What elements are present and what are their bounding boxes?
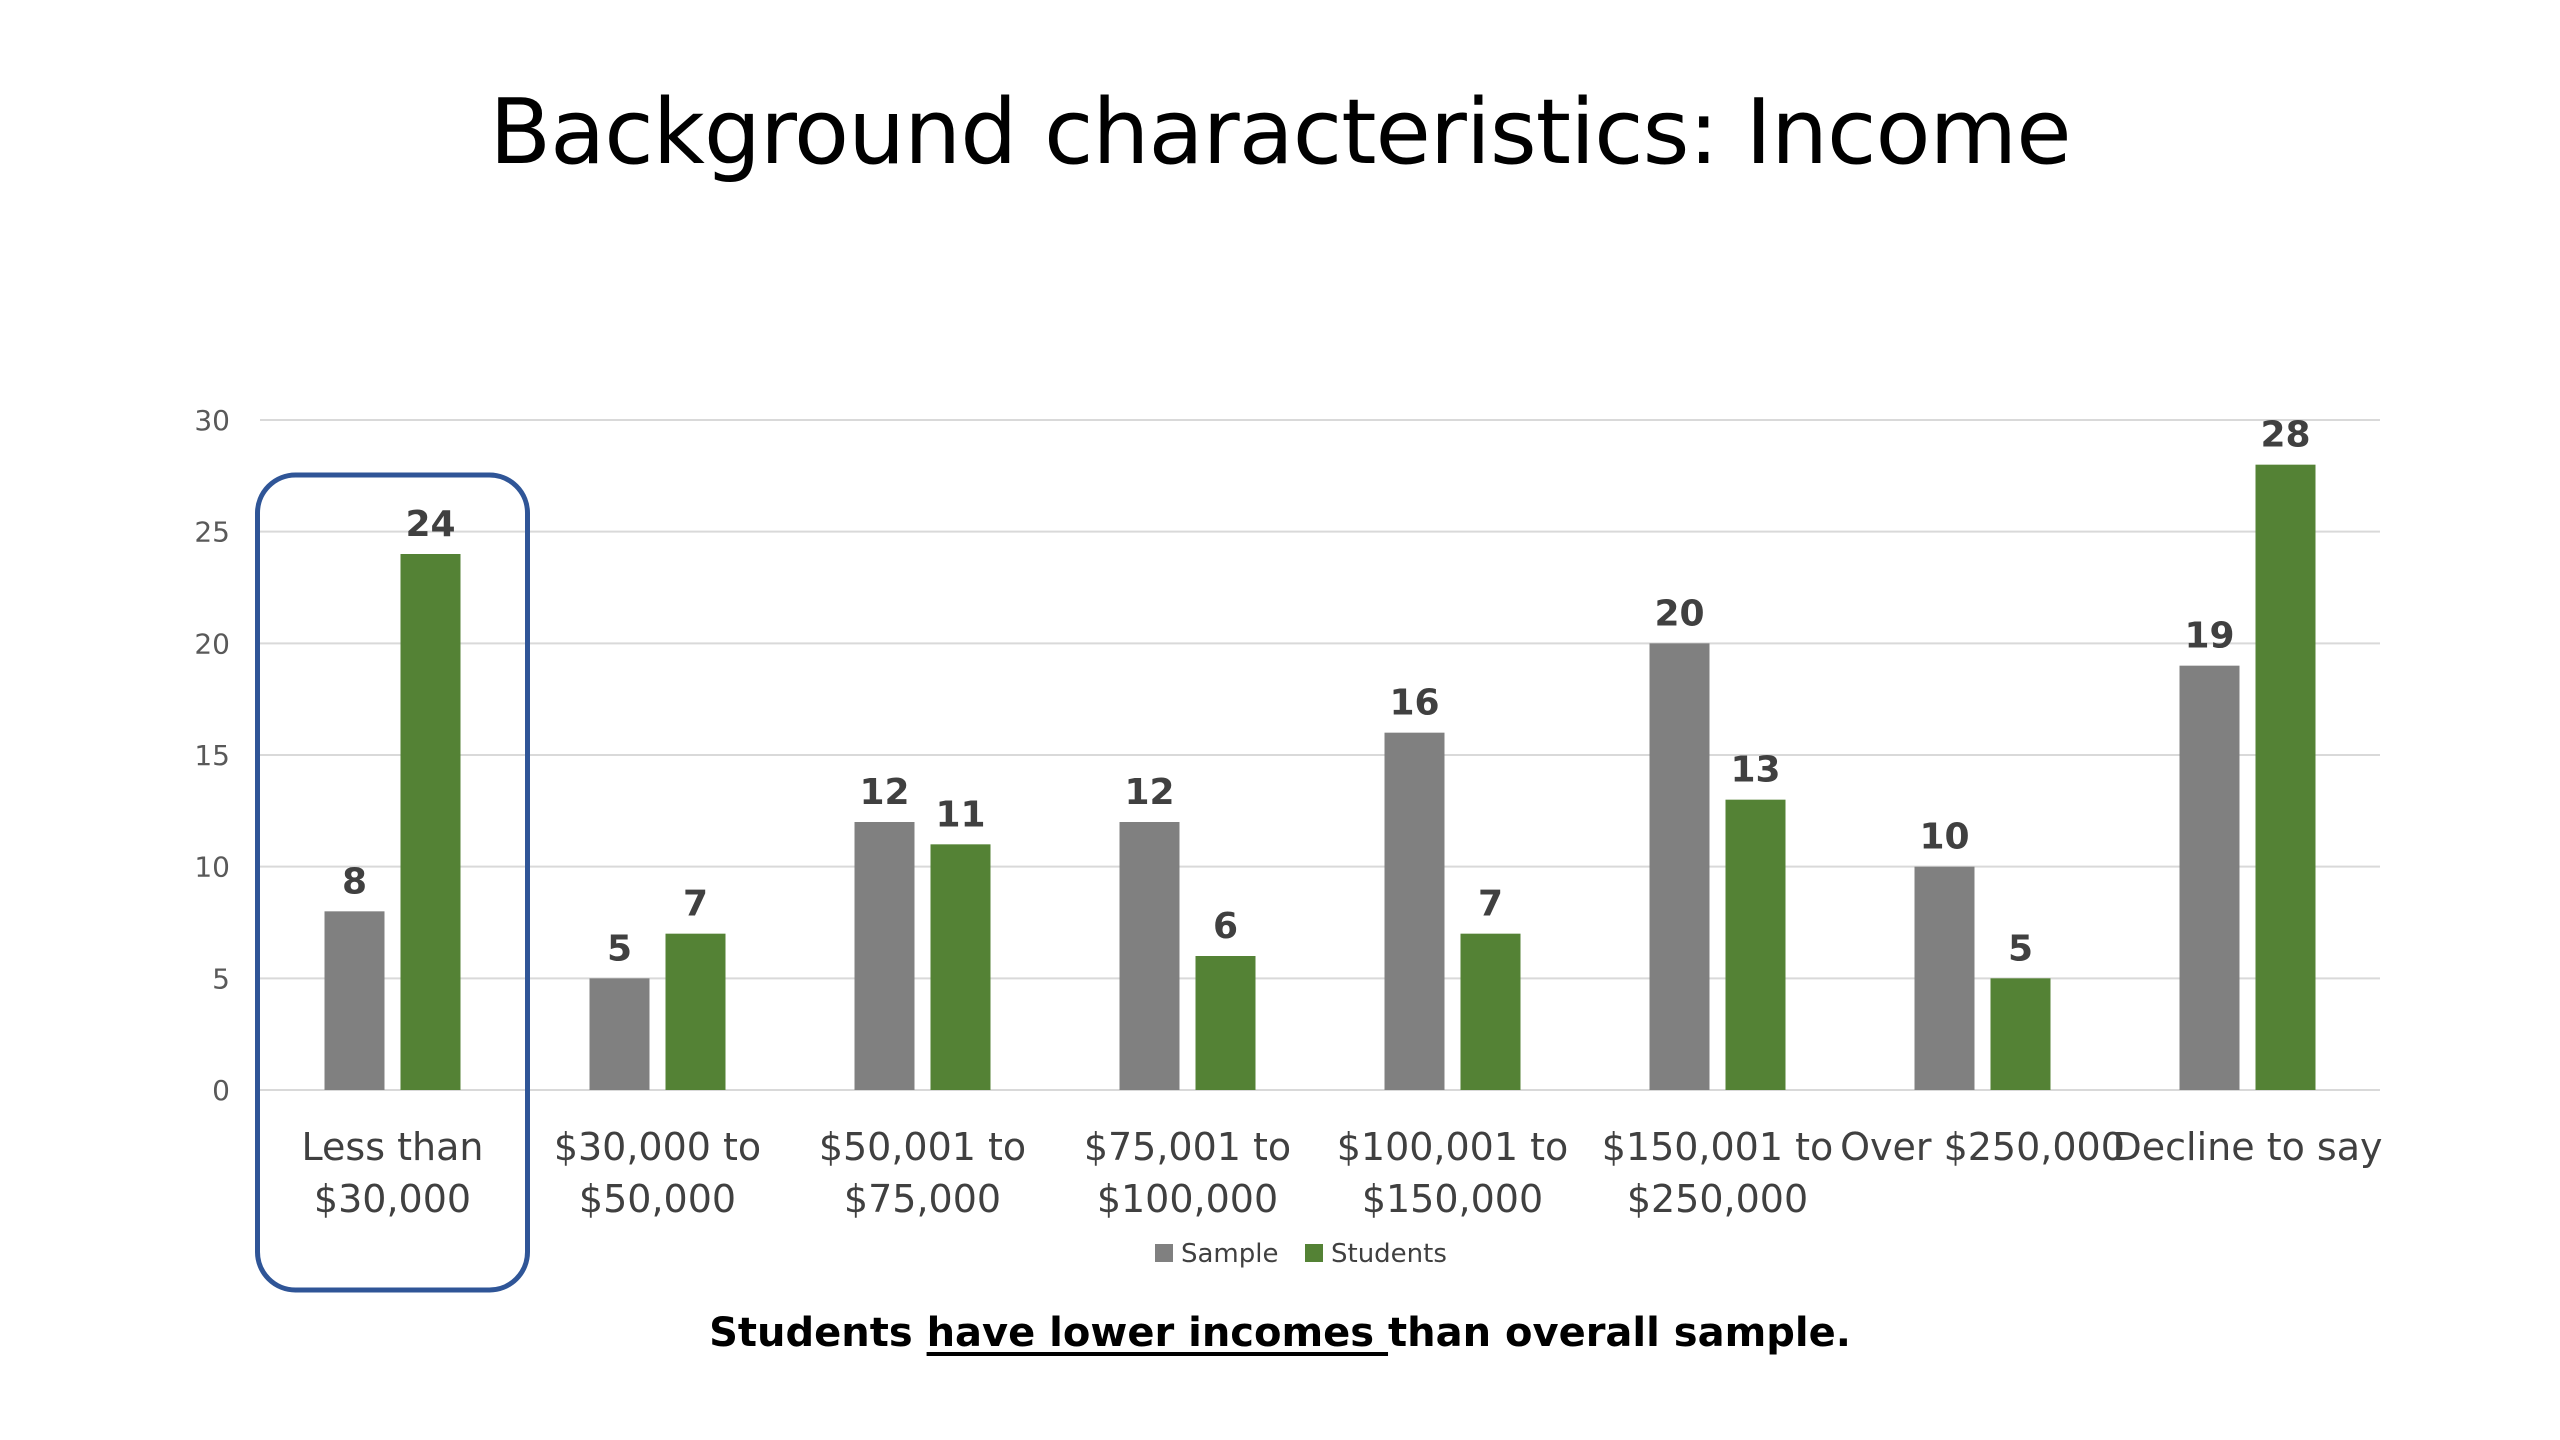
bar-sample: [1384, 732, 1445, 1090]
data-label-students: 5: [2008, 928, 2033, 969]
bar-students: [2255, 464, 2316, 1091]
y-tick-label: 15: [194, 739, 230, 772]
bar-sample: [589, 978, 650, 1090]
category-label: $250,000: [1627, 1177, 1808, 1221]
legend-label-students: Students: [1331, 1239, 1447, 1269]
bar-students: [1990, 978, 2051, 1090]
highlight-rectangle: [255, 472, 530, 1293]
bars: [324, 464, 2316, 1091]
data-label-students: 7: [1478, 884, 1503, 925]
legend-swatch-students: [1305, 1244, 1323, 1262]
data-label-sample: 12: [859, 772, 909, 813]
category-label: $75,001 to: [1084, 1125, 1291, 1169]
data-label-students: 11: [935, 794, 985, 835]
bar-sample: [324, 911, 385, 1090]
caption-underlined: have lower incomes: [926, 1310, 1389, 1356]
data-label-sample: 12: [1124, 772, 1174, 813]
data-label-students: 13: [1730, 750, 1780, 791]
data-label-students: 7: [683, 884, 708, 925]
slide-caption: Students have lower incomes than overall…: [0, 1310, 2560, 1356]
category-label: Less than: [302, 1125, 484, 1169]
data-labels: 8 24 5 7 12 11 12 6 16 7 20 13 10 5 19 28: [342, 415, 2311, 970]
y-tick-label: 5: [212, 962, 230, 995]
caption-tail: than overall sample.: [1388, 1310, 1851, 1356]
category-label: $30,000 to: [554, 1125, 761, 1169]
legend-swatch-sample: [1155, 1244, 1173, 1262]
y-tick-label: 10: [194, 851, 230, 884]
bar-students: [930, 844, 991, 1090]
y-tick-label: 30: [194, 404, 230, 437]
category-label: Decline to say: [2113, 1125, 2383, 1169]
gridlines: [260, 419, 2380, 1091]
data-label-sample: 19: [2184, 616, 2234, 657]
y-tick-label: 25: [194, 516, 230, 549]
category-label: $150,001 to: [1602, 1125, 1834, 1169]
bar-students: [1725, 799, 1786, 1090]
category-label: $75,000: [844, 1177, 1001, 1221]
bar-sample: [2179, 665, 2240, 1090]
category-label: $30,000: [314, 1177, 471, 1221]
bar-students: [400, 554, 461, 1090]
category-label: $100,001 to: [1337, 1125, 1569, 1169]
y-axis-ticks: 0 5 10 15 20 25 30: [194, 404, 230, 1107]
data-label-sample: 8: [342, 861, 367, 902]
category-label: $150,000: [1362, 1177, 1543, 1221]
legend: Sample Students: [1155, 1239, 1447, 1269]
y-tick-label: 0: [212, 1074, 230, 1107]
data-label-students: 28: [2260, 415, 2310, 456]
bar-students: [1460, 933, 1521, 1090]
highlight-box: [255, 472, 530, 1293]
category-label: $100,000: [1097, 1177, 1278, 1221]
category-label: $50,001 to: [819, 1125, 1026, 1169]
x-axis-categories: Less than $30,000 $30,000 to $50,000 $50,001…: [302, 1125, 2383, 1221]
slide-title: Background characteristics: Income: [489, 80, 2071, 185]
bar-students: [665, 933, 726, 1090]
bar-sample: [1914, 866, 1975, 1090]
bar-sample: [1649, 643, 1710, 1090]
category-label: $50,000: [579, 1177, 736, 1221]
bar-students: [1195, 956, 1256, 1090]
data-label-sample: 5: [607, 928, 632, 969]
legend-label-sample: Sample: [1181, 1239, 1279, 1269]
data-label-students: 24: [405, 504, 455, 545]
caption-lead: Students: [709, 1310, 927, 1356]
data-label-sample: 20: [1654, 593, 1704, 634]
y-tick-label: 20: [194, 627, 230, 660]
data-label-students: 6: [1213, 906, 1238, 947]
category-label: Over $250,000: [1840, 1125, 2125, 1169]
data-label-sample: 16: [1389, 683, 1439, 724]
data-label-sample: 10: [1919, 817, 1969, 858]
bar-sample: [1119, 822, 1180, 1090]
bar-sample: [854, 822, 915, 1090]
